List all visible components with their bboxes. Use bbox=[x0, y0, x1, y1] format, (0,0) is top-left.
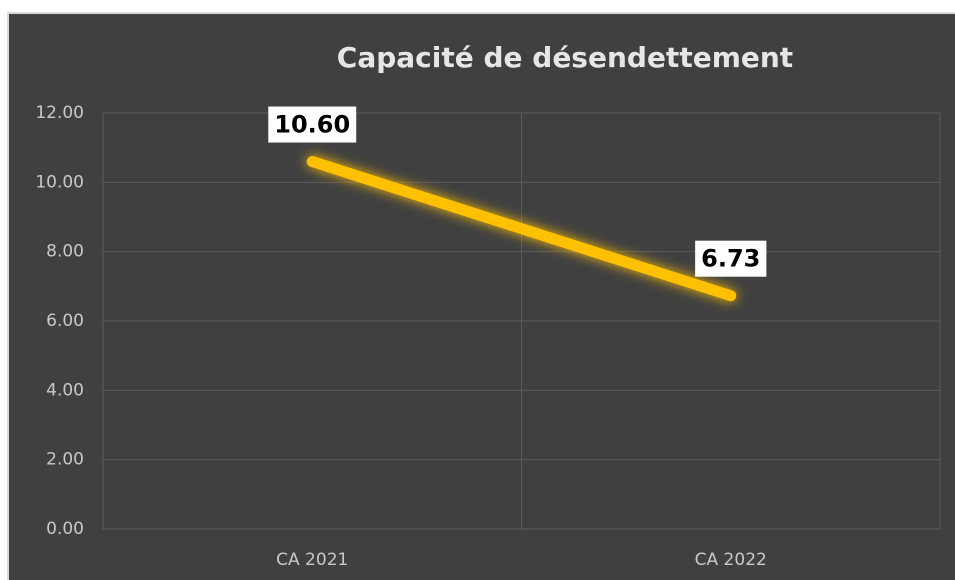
chart-title: Capacité de désendettement bbox=[337, 41, 793, 74]
data-label: 10.60 bbox=[268, 106, 357, 143]
x-tick-label: CA 2022 bbox=[695, 550, 767, 570]
x-tick-label: CA 2021 bbox=[276, 550, 348, 570]
y-tick-label: 4.00 bbox=[46, 380, 84, 400]
chart-background bbox=[7, 12, 955, 580]
data-label-box bbox=[695, 240, 767, 277]
data-label-text: 10.60 bbox=[274, 111, 350, 139]
y-tick-label: 6.00 bbox=[46, 311, 84, 331]
y-tick-label: 12.00 bbox=[35, 103, 84, 123]
y-tick-label: 8.00 bbox=[46, 242, 84, 262]
data-label-box bbox=[268, 106, 357, 143]
y-tick-label: 2.00 bbox=[46, 450, 84, 470]
data-label: 6.73 bbox=[695, 240, 767, 277]
y-tick-label: 0.00 bbox=[46, 519, 84, 539]
data-label-text: 6.73 bbox=[701, 245, 760, 273]
data-line bbox=[306, 156, 737, 302]
y-tick-label: 10.00 bbox=[35, 172, 84, 192]
